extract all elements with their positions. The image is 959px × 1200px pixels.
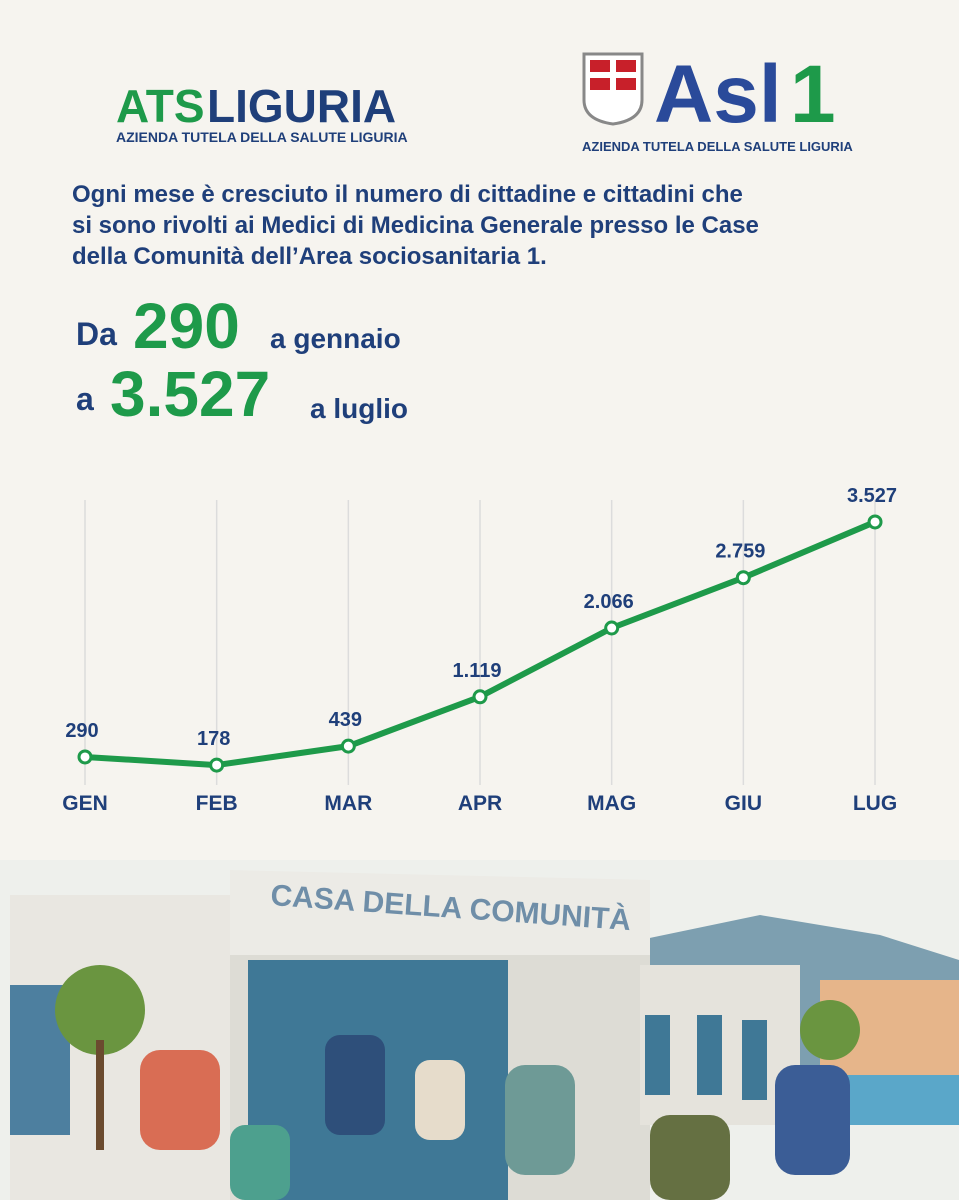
highlight-text: a <box>76 381 94 417</box>
point <box>209 757 225 773</box>
highlight-number: 290 <box>133 290 240 362</box>
highlight-text: a gennaio <box>270 323 401 354</box>
value-label: 3.527 <box>847 485 897 507</box>
x-tick-label: GEN <box>62 792 108 815</box>
point <box>867 514 883 530</box>
intro-line: della Comunità dell’Area sociosanitaria … <box>72 243 547 270</box>
x-tick-label: MAR <box>324 792 372 815</box>
point <box>604 620 620 636</box>
highlight-text: a luglio <box>310 393 408 424</box>
value-label: 2.066 <box>584 591 634 613</box>
x-tick-label: GIU <box>725 792 762 815</box>
intro-line: Ogni mese è cresciuto il numero di citta… <box>72 181 743 208</box>
point <box>340 738 356 754</box>
point <box>472 689 488 705</box>
value-label: 1.119 <box>453 660 502 682</box>
x-tick-label: APR <box>458 792 502 815</box>
logo-subtitle: AZIENDA TUTELA DELLA SALUTE LIGURIA <box>582 139 853 154</box>
point <box>77 749 93 765</box>
x-tick-label: LUG <box>853 792 897 815</box>
illustration: CASA DELLA COMUNITÀ <box>0 860 959 1200</box>
logo-liguria: LIGURIA <box>207 80 396 132</box>
line-chart: GEN FEB MAR APR MAG GIU LUG 290 178 439 1.119 2.066… <box>62 485 897 815</box>
point <box>735 570 751 586</box>
value-label: 290 <box>65 720 98 742</box>
value-label: 178 <box>197 728 230 750</box>
intro-line: si sono rivolti ai Medici di Medicina Ge… <box>72 212 759 239</box>
logo-ats: ATS <box>116 80 205 132</box>
x-tick-label: FEB <box>196 792 238 815</box>
logo-asl: Asl <box>654 49 782 140</box>
highlight-number: 3.527 <box>110 358 270 430</box>
value-label: 439 <box>329 709 362 731</box>
logo-subtitle: AZIENDA TUTELA DELLA SALUTE LIGURIA <box>116 129 408 145</box>
shield <box>582 52 644 126</box>
value-label: 2.759 <box>715 541 765 563</box>
x-tick-label: MAG <box>587 792 636 815</box>
highlight-text: Da <box>76 316 117 352</box>
logo-one: 1 <box>790 49 836 140</box>
